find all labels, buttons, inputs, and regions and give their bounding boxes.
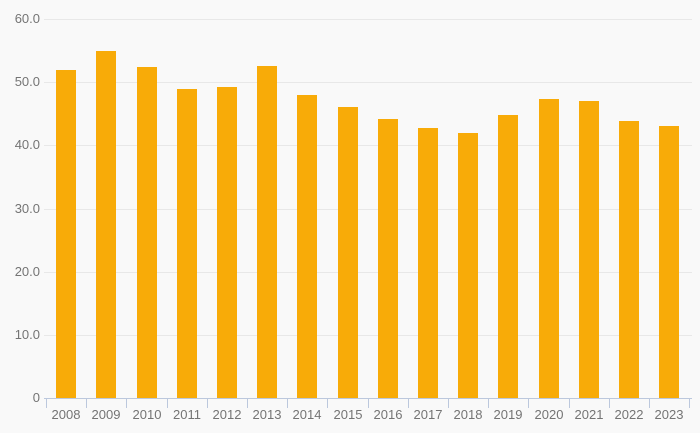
gridline-30.0 — [44, 209, 692, 210]
x-axis-tick — [448, 399, 449, 408]
x-axis-label-2017: 2017 — [413, 407, 443, 422]
gridline-10.0 — [44, 335, 692, 336]
y-axis-label-10.0: 10.0 — [14, 327, 40, 342]
x-axis-label-2009: 2009 — [91, 407, 121, 422]
y-axis-label-50.0: 50.0 — [14, 74, 40, 89]
x-axis-tick — [327, 399, 328, 408]
x-axis-tick — [569, 399, 570, 408]
bar-2015[interactable] — [338, 107, 358, 398]
x-axis-label-2011: 2011 — [173, 407, 201, 422]
x-axis-tick — [649, 399, 650, 408]
bar-2020[interactable] — [539, 99, 559, 398]
bar-2016[interactable] — [378, 119, 398, 398]
x-axis-label-2022: 2022 — [614, 407, 644, 422]
x-axis-tick — [408, 399, 409, 408]
bar-2017[interactable] — [418, 128, 438, 398]
x-axis-tick — [368, 399, 369, 408]
bar-2019[interactable] — [498, 115, 518, 398]
x-axis-tick — [689, 399, 690, 408]
x-axis-tick — [126, 399, 127, 408]
y-axis-label-30.0: 30.0 — [14, 201, 40, 216]
bar-2022[interactable] — [619, 121, 639, 398]
x-axis-label-2020: 2020 — [534, 407, 564, 422]
bar-2009[interactable] — [96, 51, 116, 398]
x-axis-label-2010: 2010 — [132, 407, 162, 422]
x-axis-label-2023: 2023 — [654, 407, 684, 422]
bar-2011[interactable] — [177, 89, 197, 398]
x-axis-tick — [46, 399, 47, 408]
y-axis-label-0: 0 — [32, 390, 40, 405]
x-axis-tick — [207, 399, 208, 408]
y-axis-label-40.0: 40.0 — [14, 137, 40, 152]
x-axis-tick — [287, 399, 288, 408]
x-axis-label-2018: 2018 — [453, 407, 483, 422]
gridline-20.0 — [44, 272, 692, 273]
x-axis-tick — [528, 399, 529, 408]
x-axis-label-2008: 2008 — [51, 407, 81, 422]
bar-2018[interactable] — [458, 133, 478, 398]
x-axis-label-2012: 2012 — [212, 407, 242, 422]
bar-2008[interactable] — [56, 70, 76, 398]
x-axis-tick — [86, 399, 87, 408]
gridline-60.0 — [44, 19, 692, 20]
bar-2021[interactable] — [579, 101, 599, 398]
bar-2010[interactable] — [137, 67, 157, 398]
x-axis-label-2015: 2015 — [333, 407, 363, 422]
bar-2012[interactable] — [217, 87, 237, 398]
bar-2013[interactable] — [257, 66, 277, 398]
x-axis-label-2016: 2016 — [373, 407, 403, 422]
x-axis-tick — [167, 399, 168, 408]
x-axis-label-2021: 2021 — [574, 407, 604, 422]
bar-2014[interactable] — [297, 95, 317, 398]
x-axis-tick — [247, 399, 248, 408]
x-axis-tick — [488, 399, 489, 408]
x-axis-tick — [609, 399, 610, 408]
gridline-40.0 — [44, 145, 692, 146]
x-axis-label-2019: 2019 — [493, 407, 523, 422]
x-axis-label-2014: 2014 — [292, 407, 322, 422]
bar-2023[interactable] — [659, 126, 679, 398]
x-axis-label-2013: 2013 — [252, 407, 282, 422]
gridline-50.0 — [44, 82, 692, 83]
x-axis-line — [44, 398, 692, 399]
y-axis-label-20.0: 20.0 — [14, 264, 40, 279]
y-axis-label-60.0: 60.0 — [14, 11, 40, 26]
